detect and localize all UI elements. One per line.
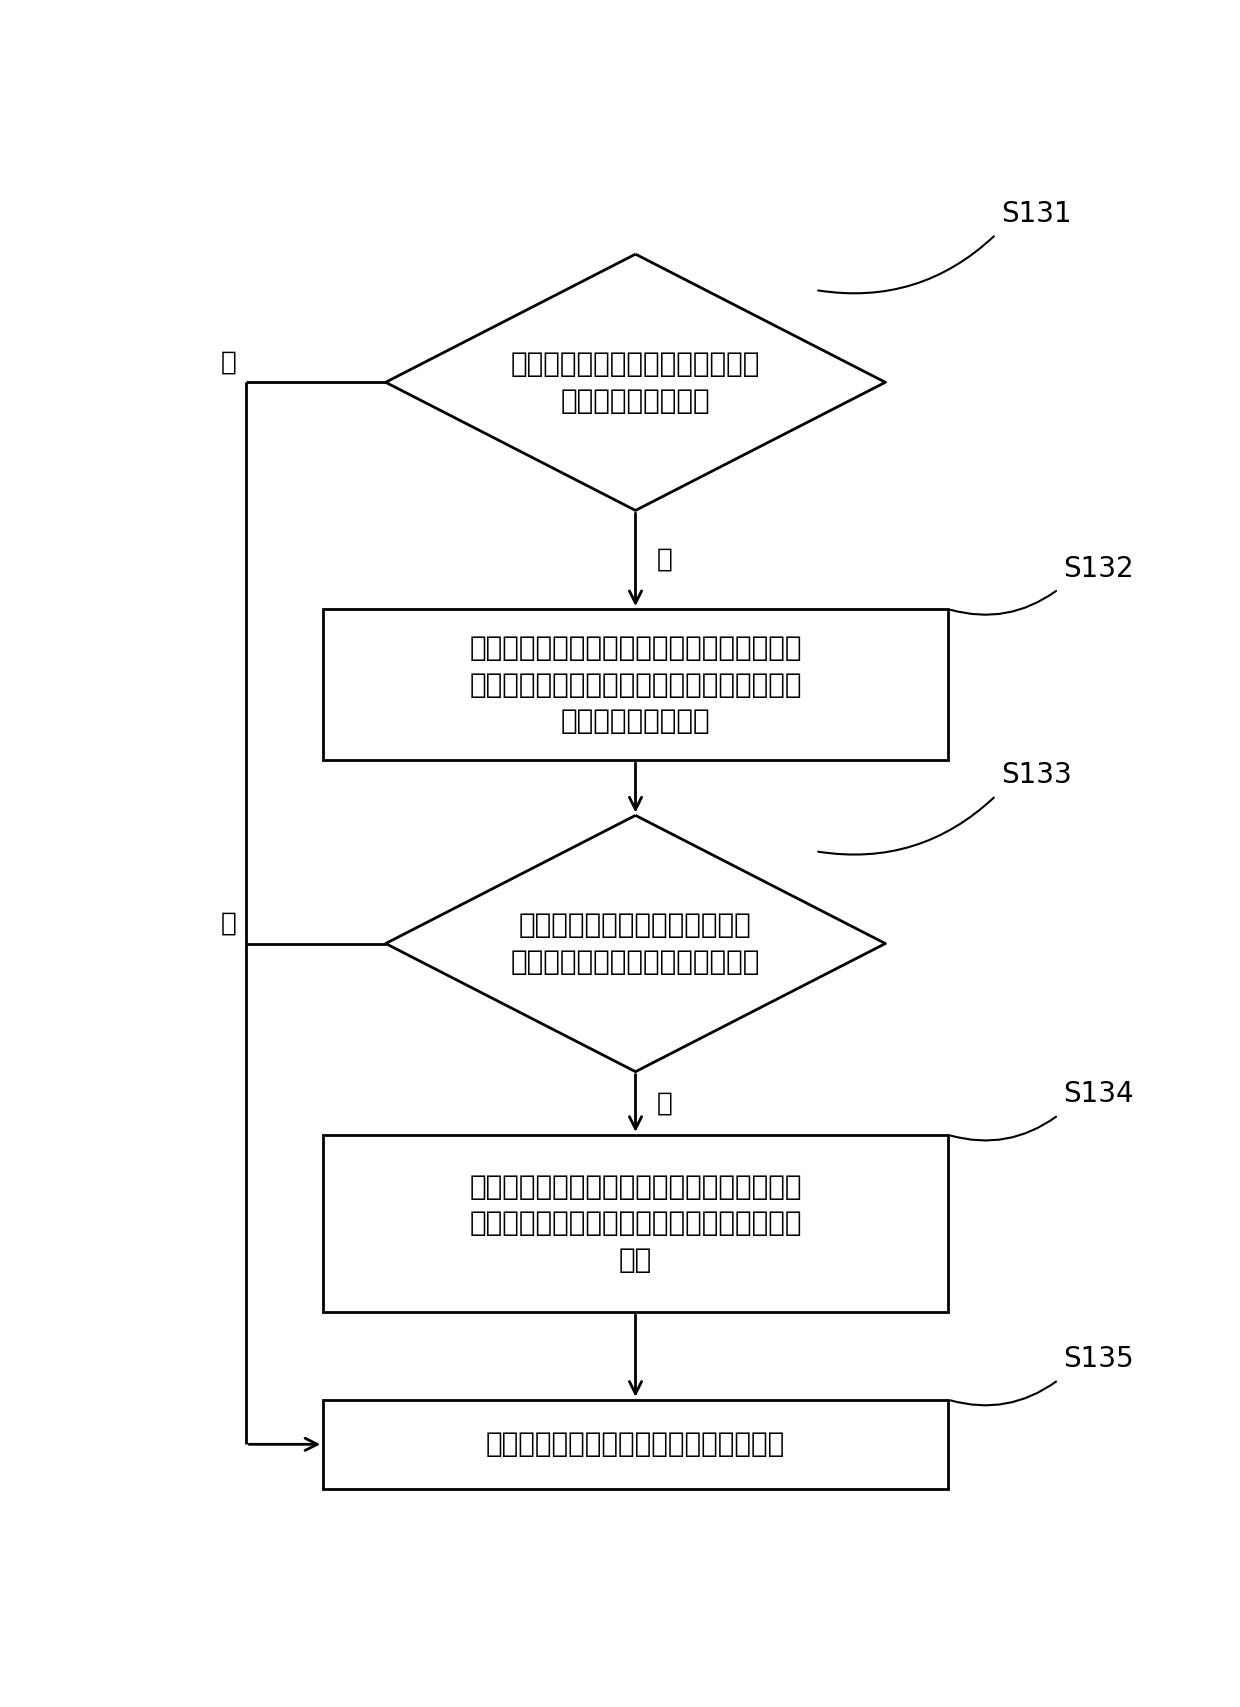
- Text: 结束所述校准项目的校准流程并将所述校准项
目的校准结果和所述校准数据上传至所述云服
务器: 结束所述校准项目的校准流程并将所述校准项 目的校准结果和所述校准数据上传至所述云…: [469, 1173, 802, 1275]
- Text: S131: S131: [1001, 200, 1071, 227]
- Text: S132: S132: [1063, 555, 1133, 582]
- Text: S135: S135: [1063, 1345, 1133, 1374]
- Text: 是: 是: [657, 1091, 672, 1116]
- Text: 否: 否: [221, 912, 237, 937]
- Text: S134: S134: [1063, 1081, 1133, 1108]
- Text: 根据所述校准进度判断所述校准
项目的失败次数是否超过预设阈值: 根据所述校准进度判断所述校准 项目的失败次数是否超过预设阈值: [511, 912, 760, 976]
- Bar: [324, 609, 947, 760]
- Text: 将所述校准数据烧写于所述目标校准仪器上，
并将所述校准项目的校准结果和所述校准数据
上传至所述云服务器: 将所述校准数据烧写于所述目标校准仪器上， 并将所述校准项目的校准结果和所述校准数…: [469, 633, 802, 736]
- Text: 是: 是: [657, 546, 672, 574]
- Bar: [324, 1400, 947, 1489]
- Text: 重新运行与所述校准项目对应的校准脚本: 重新运行与所述校准项目对应的校准脚本: [486, 1430, 785, 1458]
- Text: S133: S133: [1001, 761, 1071, 789]
- Bar: [324, 1135, 947, 1313]
- Text: 判断所述校准项目的校准数据是否
满足预设的精度指标: 判断所述校准项目的校准数据是否 满足预设的精度指标: [511, 350, 760, 415]
- Text: 否: 否: [221, 350, 237, 376]
